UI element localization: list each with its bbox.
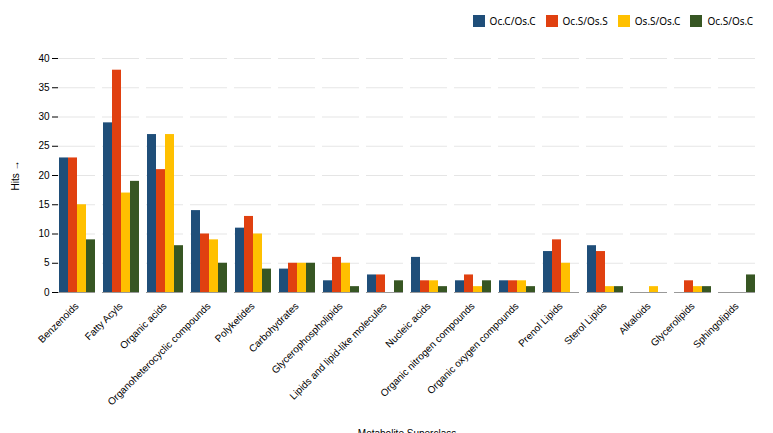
svg-text:Glycerophospholipids: Glycerophospholipids [269,300,344,375]
html-text:Oc.S/Os.S: Oc.S/Os.S [562,13,608,28]
svg-text:Organic acids: Organic acids [117,300,169,352]
svg-text:Benzenoids: Benzenoids [36,300,81,345]
svg-text:35: 35 [38,82,50,93]
svg-text:10: 10 [38,228,50,239]
html-text:Os.S/Os.C: Os.S/Os.C [634,13,681,28]
svg-text:Hits →: Hits → [10,161,21,191]
svg-text:20: 20 [38,170,50,181]
svg-text:Carbohydrates: Carbohydrates [246,300,301,355]
svg-text:Organic oxygen compounds: Organic oxygen compounds [425,300,521,396]
html-text:Oc.S/Os.C: Oc.S/Os.C [707,13,753,28]
svg-text:30: 30 [38,111,50,122]
svg-text:Glycerolipids: Glycerolipids [648,300,696,348]
svg-text:Polyketides: Polyketides [213,300,257,344]
svg-text:0: 0 [44,287,50,298]
svg-text:25: 25 [38,140,50,151]
html-text:Oc.C/Os.C: Oc.C/Os.C [489,13,536,28]
svg-text:40: 40 [38,53,50,64]
svg-text:Fatty Acyls: Fatty Acyls [83,300,125,342]
svg-text:Sterol Lipids: Sterol Lipids [562,300,609,347]
svg-text:Organoheterocyclic compounds: Organoheterocyclic compounds [105,300,212,407]
svg-text:Sphingolipids: Sphingolipids [691,300,741,350]
svg-text:Organic nitrogen compounds: Organic nitrogen compounds [378,300,477,399]
svg-text:15: 15 [38,199,50,210]
svg-text:Nucleic acids: Nucleic acids [383,300,432,349]
svg-text:Alkaloids: Alkaloids [617,300,653,336]
svg-text:Prenol Lipids: Prenol Lipids [516,300,565,349]
svg-text:Lipids and lipid-like molecule: Lipids and lipid-like molecules [287,300,388,401]
svg-text:5: 5 [44,257,50,268]
svg-text:Metabolite Superclass: Metabolite Superclass [358,428,456,433]
